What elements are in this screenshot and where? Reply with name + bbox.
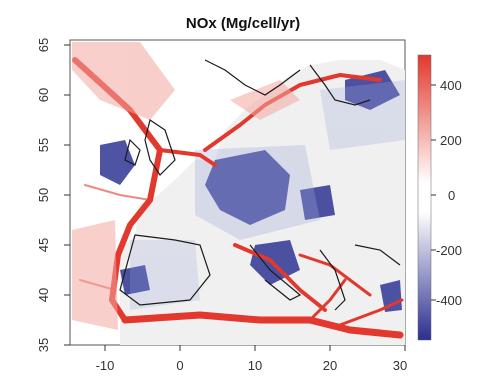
x-tick-label: 20 xyxy=(323,358,337,373)
colorbar-tick-label: -400 xyxy=(436,293,462,308)
x-tick-label: 10 xyxy=(248,358,262,373)
y-tick-label: 65 xyxy=(36,38,51,52)
colorbar-tick-label: 200 xyxy=(440,133,462,148)
colorbar-tick-label: 0 xyxy=(448,188,455,203)
weak-positive-cells xyxy=(72,42,300,330)
y-tick-label: 50 xyxy=(36,188,51,202)
colorbar-tick-label: -200 xyxy=(436,243,462,258)
weak-negative-cells xyxy=(130,80,405,310)
colorbar: 400 200 0 -200 -400 xyxy=(417,54,462,341)
map-title: NOx (Mg/cell/yr) xyxy=(186,15,300,32)
coastlines xyxy=(119,59,401,311)
map-panel: -10 0 10 20 30 35 40 45 50 55 60 65 xyxy=(36,38,407,373)
colorbar-ramp xyxy=(417,54,432,341)
y-tick-label: 35 xyxy=(36,338,51,352)
x-tick-label: 0 xyxy=(176,358,183,373)
colorbar-tick-label: 400 xyxy=(440,78,462,93)
x-tick-label: 30 xyxy=(393,358,407,373)
y-tick-label: 40 xyxy=(36,288,51,302)
y-tick-label: 55 xyxy=(36,138,51,152)
x-tick-label: -10 xyxy=(96,358,115,373)
y-tick-label: 60 xyxy=(36,88,51,102)
y-axis xyxy=(64,44,70,346)
x-axis xyxy=(104,345,406,351)
y-tick-label: 45 xyxy=(36,238,51,252)
